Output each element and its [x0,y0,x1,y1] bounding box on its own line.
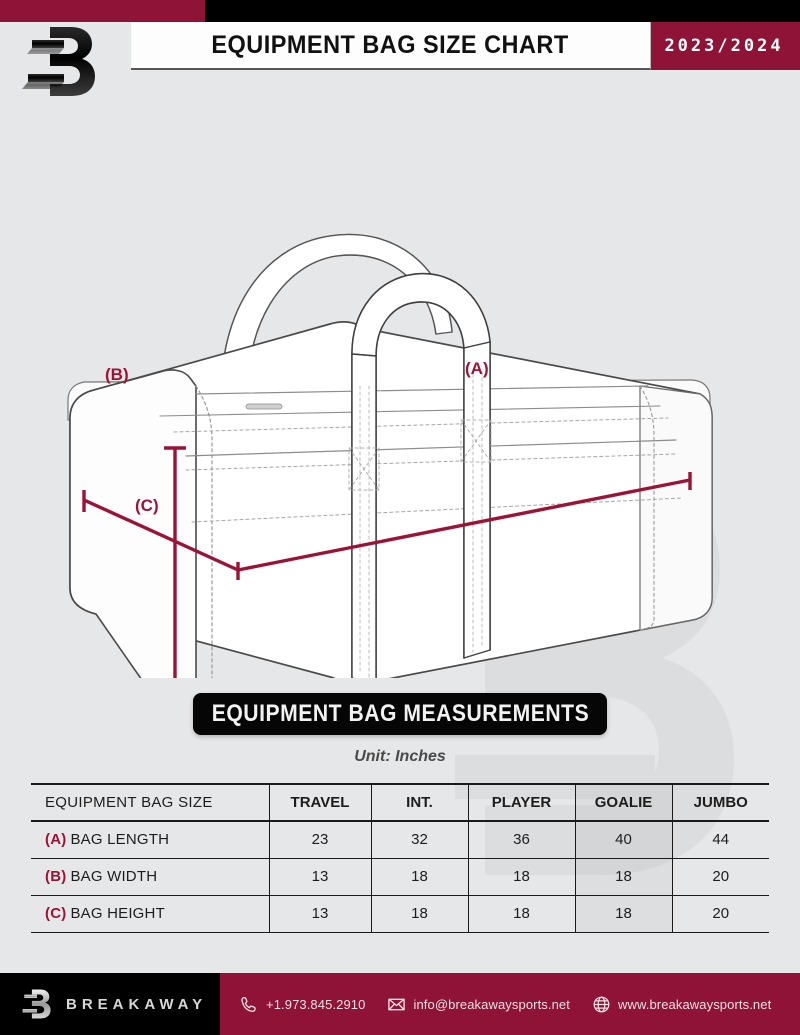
header-top-stripe [0,0,800,22]
mail-icon [388,998,406,1010]
label-c: (C) [135,496,159,515]
cell-length-goalie: 40 [574,821,672,859]
cell-length-jumbo: 44 [671,821,769,859]
footer-brand-block: BREAKAWAY [0,973,220,1035]
row-name-bag-length: BAG LENGTH [70,831,170,849]
row-name-bag-height: BAG HEIGHT [70,905,165,922]
cell-height-player: 18 [467,895,575,933]
col-header-jumbo: JUMBO [671,783,769,822]
page-title: EQUIPMENT BAG SIZE CHART [211,30,570,59]
label-b: (B) [105,365,129,384]
col-header-int: INT. [370,783,468,822]
measurements-table-wrapper: EQUIPMENT BAG SIZE TRAVEL INT. PLAYER GO… [31,783,769,933]
phone-icon [241,996,256,1012]
cell-width-player: 18 [467,858,575,896]
cell-height-int: 18 [370,895,468,933]
row-marker-b: (B) [45,868,67,885]
header-stripe-maroon [0,0,205,22]
footer-email[interactable]: info@breakawaysports.net [387,995,570,1014]
footer-website-text: www.breakawaysports.net [617,996,772,1012]
col-header-travel: TRAVEL [268,783,371,822]
label-a: (A) [465,359,489,378]
col-header-goalie: GOALIE [574,783,672,822]
measurements-table: EQUIPMENT BAG SIZE TRAVEL INT. PLAYER GO… [31,783,769,933]
cell-length-player: 36 [467,821,575,859]
row-label-bag-length: (A) BAG LENGTH [31,821,269,859]
row-label-bag-width: (B) BAG WIDTH [31,858,269,896]
col-header-player: PLAYER [467,783,575,822]
cell-length-int: 32 [370,821,468,859]
row-marker-c: (C) [45,905,67,922]
header-stripe-black [205,0,800,22]
footer-email-text: info@breakawaysports.net [413,996,570,1012]
cell-height-travel: 13 [268,895,371,933]
measurements-banner: EQUIPMENT BAG MEASUREMENTS [193,693,607,735]
footer-website[interactable]: www.breakawaysports.net [592,995,771,1014]
unit-note: Unit: Inches [354,748,446,765]
cell-length-travel: 23 [268,821,371,859]
table-row: (C) BAG HEIGHT 13 18 18 18 20 [31,895,769,933]
cell-width-travel: 13 [268,858,371,896]
header-year-badge: 2023/2024 [648,22,800,70]
footer-brand-name: BREAKAWAY [66,995,208,1013]
header-year-text: 2023/2024 [664,36,784,56]
page-footer: BREAKAWAY +1.973.845.2910 info@breakaway… [0,973,800,1035]
row-marker-a: (A) [45,831,67,849]
row-label-bag-height: (C) BAG HEIGHT [31,895,269,933]
cell-width-jumbo: 20 [671,858,769,896]
footer-phone-text: +1.973.845.2910 [266,996,366,1012]
footer-phone[interactable]: +1.973.845.2910 [240,995,365,1014]
equipment-bag-diagram: (A) (B) (C) [0,118,800,678]
table-row: (B) BAG WIDTH 13 18 18 18 20 [31,858,769,896]
cell-width-goalie: 18 [574,858,672,896]
measurements-banner-title: EQUIPMENT BAG MEASUREMENTS [211,700,589,727]
table-header-row: EQUIPMENT BAG SIZE TRAVEL INT. PLAYER GO… [31,783,769,822]
cell-height-goalie: 18 [574,895,672,933]
cell-height-jumbo: 20 [671,895,769,933]
page-title-box: EQUIPMENT BAG SIZE CHART [131,22,651,70]
table-row: (A) BAG LENGTH 23 32 36 40 44 [31,821,769,859]
col-header-label: EQUIPMENT BAG SIZE [31,783,269,822]
globe-icon [593,996,610,1012]
breakaway-b-logo-icon [22,24,108,96]
cell-width-int: 18 [370,858,468,896]
footer-contact-block: +1.973.845.2910 info@breakawaysports.net… [220,973,800,1035]
row-name-bag-width: BAG WIDTH [70,868,158,885]
breakaway-b-logo-icon [20,987,54,1021]
